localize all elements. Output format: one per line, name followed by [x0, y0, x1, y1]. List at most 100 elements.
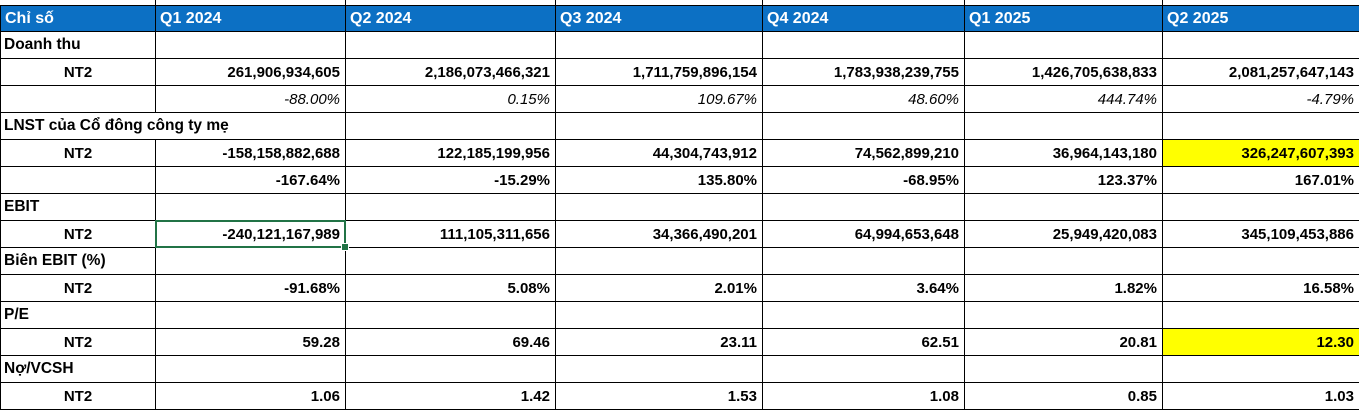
ticker-cell[interactable]: NT2 [1, 221, 156, 248]
empty-cell[interactable] [965, 302, 1163, 329]
section-label-cell[interactable]: P/E [1, 302, 156, 329]
value-cell[interactable]: 0.15% [346, 86, 556, 113]
value-cell[interactable]: 111,105,311,656 [346, 221, 556, 248]
value-cell[interactable]: 1.06 [156, 383, 346, 410]
value-cell[interactable]: 1,783,938,239,755 [763, 59, 965, 86]
empty-cell[interactable] [763, 356, 965, 383]
value-cell[interactable]: -68.95% [763, 167, 965, 194]
empty-cell[interactable] [763, 302, 965, 329]
empty-cell[interactable] [556, 248, 763, 275]
ticker-cell[interactable]: NT2 [1, 383, 156, 410]
empty-cell[interactable] [556, 113, 763, 140]
value-cell[interactable]: 444.74% [965, 86, 1163, 113]
header-cell-quarter[interactable]: Q4 2024 [763, 6, 965, 32]
value-cell[interactable]: -15.29% [346, 167, 556, 194]
value-cell[interactable]: 2,081,257,647,143 [1163, 59, 1359, 86]
value-cell[interactable]: 3.64% [763, 275, 965, 302]
value-cell[interactable]: 16.58% [1163, 275, 1359, 302]
empty-cell[interactable] [556, 194, 763, 221]
empty-cell[interactable] [763, 32, 965, 59]
empty-cell[interactable] [156, 194, 346, 221]
empty-cell[interactable] [156, 32, 346, 59]
ticker-cell[interactable] [1, 167, 156, 194]
empty-cell[interactable] [965, 113, 1163, 140]
empty-cell[interactable] [1163, 32, 1359, 59]
header-cell-metric[interactable]: Chỉ số [1, 6, 156, 32]
empty-cell[interactable] [965, 356, 1163, 383]
header-cell-quarter[interactable]: Q1 2024 [156, 6, 346, 32]
empty-cell[interactable] [346, 356, 556, 383]
empty-cell[interactable] [763, 194, 965, 221]
value-cell[interactable]: 59.28 [156, 329, 346, 356]
value-cell[interactable]: 1.08 [763, 383, 965, 410]
value-cell[interactable]: 5.08% [346, 275, 556, 302]
value-cell[interactable]: -167.64% [156, 167, 346, 194]
empty-cell[interactable] [965, 248, 1163, 275]
empty-cell[interactable] [156, 248, 346, 275]
empty-cell[interactable] [156, 302, 346, 329]
empty-cell[interactable] [1163, 302, 1359, 329]
ticker-cell[interactable] [1, 86, 156, 113]
value-cell[interactable]: -158,158,882,688 [156, 140, 346, 167]
empty-cell[interactable] [346, 32, 556, 59]
value-cell[interactable]: 1,711,759,896,154 [556, 59, 763, 86]
section-label-cell[interactable]: EBIT [1, 194, 156, 221]
value-cell[interactable]: 1.42 [346, 383, 556, 410]
value-cell[interactable]: 122,185,199,956 [346, 140, 556, 167]
empty-cell[interactable] [346, 302, 556, 329]
empty-cell[interactable] [763, 248, 965, 275]
ticker-cell[interactable]: NT2 [1, 329, 156, 356]
value-cell[interactable]: 25,949,420,083 [965, 221, 1163, 248]
value-cell[interactable]: 74,562,899,210 [763, 140, 965, 167]
value-cell[interactable]: 109.67% [556, 86, 763, 113]
section-label-cell[interactable]: Biên EBIT (%) [1, 248, 156, 275]
empty-cell[interactable] [156, 356, 346, 383]
value-cell[interactable]: 123.37% [965, 167, 1163, 194]
value-cell[interactable]: -91.68% [156, 275, 346, 302]
value-cell[interactable]: 1.03 [1163, 383, 1359, 410]
value-cell[interactable]: -88.00% [156, 86, 346, 113]
empty-cell[interactable] [556, 356, 763, 383]
value-cell[interactable]: 1.82% [965, 275, 1163, 302]
value-cell[interactable]: 167.01% [1163, 167, 1359, 194]
value-cell[interactable]: 62.51 [763, 329, 965, 356]
value-cell[interactable]: 2.01% [556, 275, 763, 302]
value-cell[interactable]: 1.53 [556, 383, 763, 410]
header-cell-quarter[interactable]: Q3 2024 [556, 6, 763, 32]
value-cell[interactable]: 36,964,143,180 [965, 140, 1163, 167]
ticker-cell[interactable]: NT2 [1, 275, 156, 302]
value-cell[interactable]: 69.46 [346, 329, 556, 356]
value-cell[interactable]: 48.60% [763, 86, 965, 113]
section-label-cell[interactable]: Doanh thu [1, 32, 156, 59]
empty-cell[interactable] [763, 113, 965, 140]
value-cell[interactable]: 12.30 [1163, 329, 1359, 356]
header-cell-quarter[interactable]: Q1 2025 [965, 6, 1163, 32]
value-cell[interactable]: 1,426,705,638,833 [965, 59, 1163, 86]
ticker-cell[interactable]: NT2 [1, 140, 156, 167]
value-cell[interactable]: 326,247,607,393 [1163, 140, 1359, 167]
value-cell[interactable]: 44,304,743,912 [556, 140, 763, 167]
empty-cell[interactable] [1163, 248, 1359, 275]
section-label-cell[interactable]: LNST của Cổ đông công ty mẹ [1, 113, 346, 140]
empty-cell[interactable] [346, 194, 556, 221]
empty-cell[interactable] [1163, 356, 1359, 383]
empty-cell[interactable] [965, 194, 1163, 221]
header-cell-quarter[interactable]: Q2 2024 [346, 6, 556, 32]
value-cell[interactable]: 261,906,934,605 [156, 59, 346, 86]
value-cell[interactable]: -240,121,167,989 [156, 221, 346, 248]
value-cell[interactable]: 23.11 [556, 329, 763, 356]
empty-cell[interactable] [1163, 113, 1359, 140]
empty-cell[interactable] [556, 302, 763, 329]
empty-cell[interactable] [556, 32, 763, 59]
value-cell[interactable]: -4.79% [1163, 86, 1359, 113]
empty-cell[interactable] [965, 32, 1163, 59]
value-cell[interactable]: 20.81 [965, 329, 1163, 356]
value-cell[interactable]: 2,186,073,466,321 [346, 59, 556, 86]
value-cell[interactable]: 0.85 [965, 383, 1163, 410]
empty-cell[interactable] [1163, 194, 1359, 221]
ticker-cell[interactable]: NT2 [1, 59, 156, 86]
header-cell-quarter[interactable]: Q2 2025 [1163, 6, 1359, 32]
value-cell[interactable]: 135.80% [556, 167, 763, 194]
empty-cell[interactable] [346, 248, 556, 275]
value-cell[interactable]: 64,994,653,648 [763, 221, 965, 248]
